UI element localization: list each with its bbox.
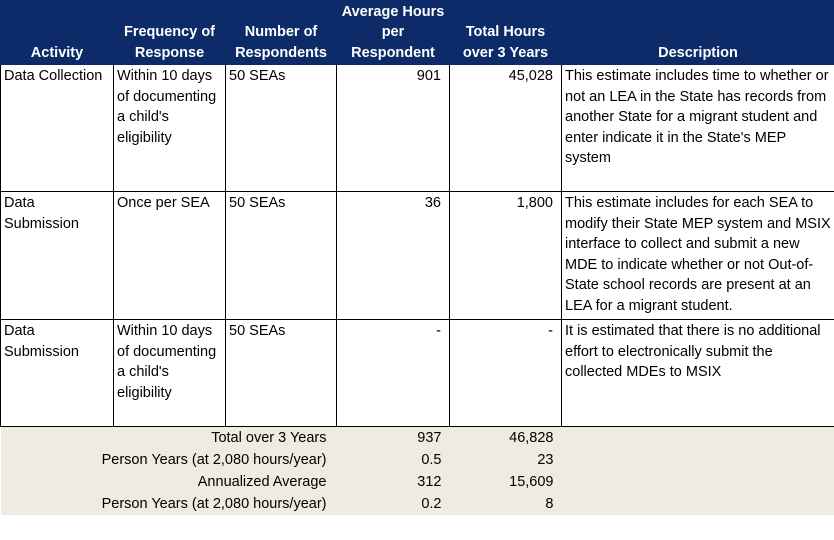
summary-total: 15,609 <box>449 471 562 493</box>
cell-respondents: 50 SEAs <box>225 191 337 320</box>
summary-blank <box>561 449 834 471</box>
cell-activity: Data Submission <box>0 191 114 320</box>
summary-label: Person Years (at 2,080 hours/year) <box>0 493 337 515</box>
summary-avg: 0.2 <box>336 493 450 515</box>
cell-activity: Data Collection <box>0 64 114 192</box>
cell-description: This estimate includes for each SEA to m… <box>561 191 834 320</box>
summary-row: Person Years (at 2,080 hours/year) 0.5 2… <box>0 449 834 471</box>
summary-label: Total over 3 Years <box>0 426 337 449</box>
cell-description: This estimate includes time to whether o… <box>561 64 834 192</box>
cell-avg-hours: 901 <box>336 64 450 192</box>
cell-total-hours: - <box>449 319 562 427</box>
header-activity: Activity <box>0 0 114 65</box>
header-avg-hours: Average Hours per Respondent <box>336 0 450 65</box>
summary-row: Annualized Average 312 15,609 <box>0 471 834 493</box>
cell-respondents: 50 SEAs <box>225 319 337 427</box>
cell-frequency: Within 10 days of documenting a child's … <box>113 64 226 192</box>
header-row: Activity Frequency of Response Number of… <box>0 0 834 65</box>
cell-frequency: Once per SEA <box>113 191 226 320</box>
burden-table: Activity Frequency of Response Number of… <box>0 0 834 515</box>
table-row: Data Collection Within 10 days of docume… <box>0 64 834 192</box>
summary-blank <box>561 426 834 449</box>
summary-avg: 0.5 <box>336 449 450 471</box>
summary-label: Annualized Average <box>0 471 337 493</box>
summary-label: Person Years (at 2,080 hours/year) <box>0 449 337 471</box>
header-total-hours: Total Hours over 3 Years <box>449 0 562 65</box>
cell-respondents: 50 SEAs <box>225 64 337 192</box>
cell-avg-hours: 36 <box>336 191 450 320</box>
summary-row: Total over 3 Years 937 46,828 <box>0 426 834 449</box>
table-row: Data Submission Within 10 days of docume… <box>0 319 834 427</box>
summary-total: 8 <box>449 493 562 515</box>
summary-avg: 937 <box>336 426 450 449</box>
cell-total-hours: 45,028 <box>449 64 562 192</box>
header-respondents: Number of Respondents <box>225 0 337 65</box>
header-frequency: Frequency of Response <box>113 0 226 65</box>
summary-avg: 312 <box>336 471 450 493</box>
cell-activity: Data Submission <box>0 319 114 427</box>
summary-blank <box>561 471 834 493</box>
cell-avg-hours: - <box>336 319 450 427</box>
table-row: Data Submission Once per SEA 50 SEAs 36 … <box>0 191 834 320</box>
summary-total: 46,828 <box>449 426 562 449</box>
header-description: Description <box>561 0 834 65</box>
summary-total: 23 <box>449 449 562 471</box>
cell-total-hours: 1,800 <box>449 191 562 320</box>
cell-frequency: Within 10 days of documenting a child's … <box>113 319 226 427</box>
summary-row: Person Years (at 2,080 hours/year) 0.2 8 <box>0 493 834 515</box>
cell-description: It is estimated that there is no additio… <box>561 319 834 427</box>
summary-blank <box>561 493 834 515</box>
